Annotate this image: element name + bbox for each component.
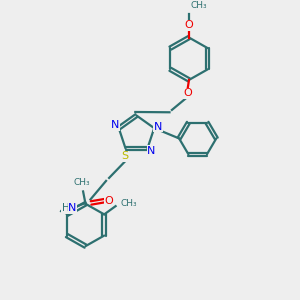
Text: N: N <box>147 146 155 156</box>
Text: CH₃: CH₃ <box>121 199 137 208</box>
Text: O: O <box>183 88 192 98</box>
Text: N: N <box>111 120 119 130</box>
Text: O: O <box>184 20 194 30</box>
Text: O: O <box>105 196 113 206</box>
Text: CH₃: CH₃ <box>74 178 90 187</box>
Text: N: N <box>68 203 77 213</box>
Text: S: S <box>122 152 128 161</box>
Text: H: H <box>62 203 70 213</box>
Text: CH₃: CH₃ <box>190 1 207 10</box>
Text: N: N <box>154 122 162 132</box>
